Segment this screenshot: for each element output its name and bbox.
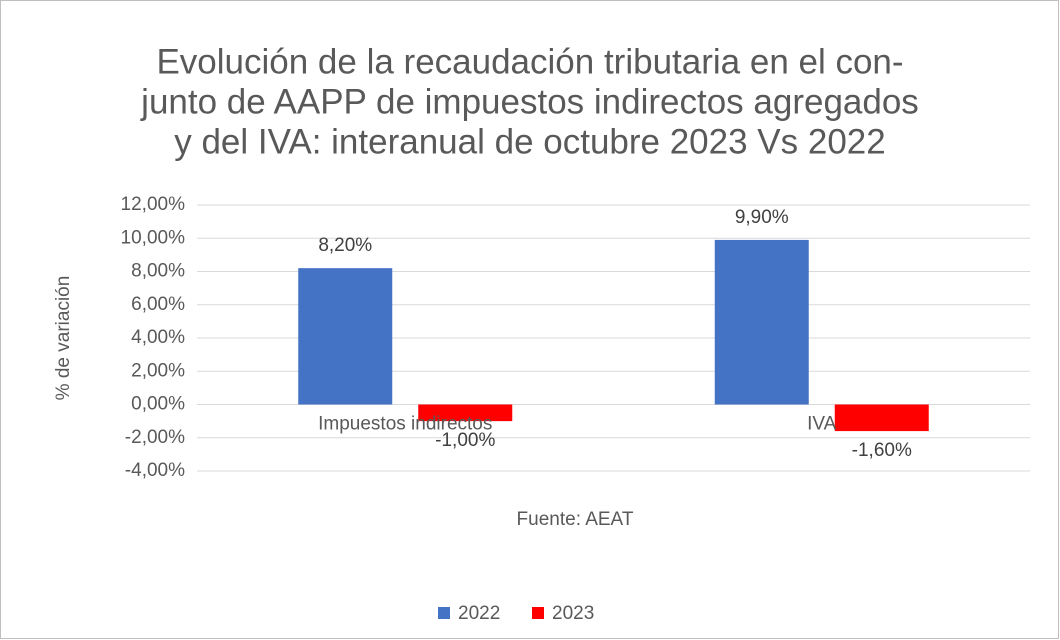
y-tick-label: -2,00% <box>125 427 185 448</box>
bar <box>418 404 513 422</box>
legend-label: 2023 <box>552 603 594 624</box>
bar <box>834 404 929 432</box>
y-tick-label: 6,00% <box>131 294 185 315</box>
value-label: -1,60% <box>852 440 912 461</box>
y-tick-label: 10,00% <box>121 227 186 248</box>
value-label: 9,90% <box>735 207 789 228</box>
chart-title: Evolución de la recaudación tributaria e… <box>156 42 903 81</box>
y-tick-label: 0,00% <box>131 394 185 415</box>
chart-title: junto de AAPP de impuestos indirectos ag… <box>140 82 919 121</box>
legend-label: 2022 <box>458 603 500 624</box>
x-axis-label: Fuente: AEAT <box>517 509 634 530</box>
y-tick-label: 2,00% <box>131 360 185 381</box>
bar <box>298 268 393 405</box>
legend-swatch <box>532 607 544 619</box>
x-tick-label: IVA <box>807 414 837 435</box>
value-label: 8,20% <box>318 235 372 256</box>
x-tick-label: Impuestos indirectos <box>318 414 492 435</box>
y-tick-label: 8,00% <box>131 261 185 282</box>
y-axis-label: % de variación <box>53 276 74 401</box>
y-tick-label: 12,00% <box>121 194 186 215</box>
y-tick-label: 4,00% <box>131 327 185 348</box>
value-label: -1,00% <box>435 430 495 451</box>
bar <box>714 239 809 405</box>
chart-title: y del IVA: interanual de octubre 2023 Vs… <box>174 122 886 161</box>
legend-swatch <box>438 607 450 619</box>
y-tick-label: -4,00% <box>125 460 185 481</box>
